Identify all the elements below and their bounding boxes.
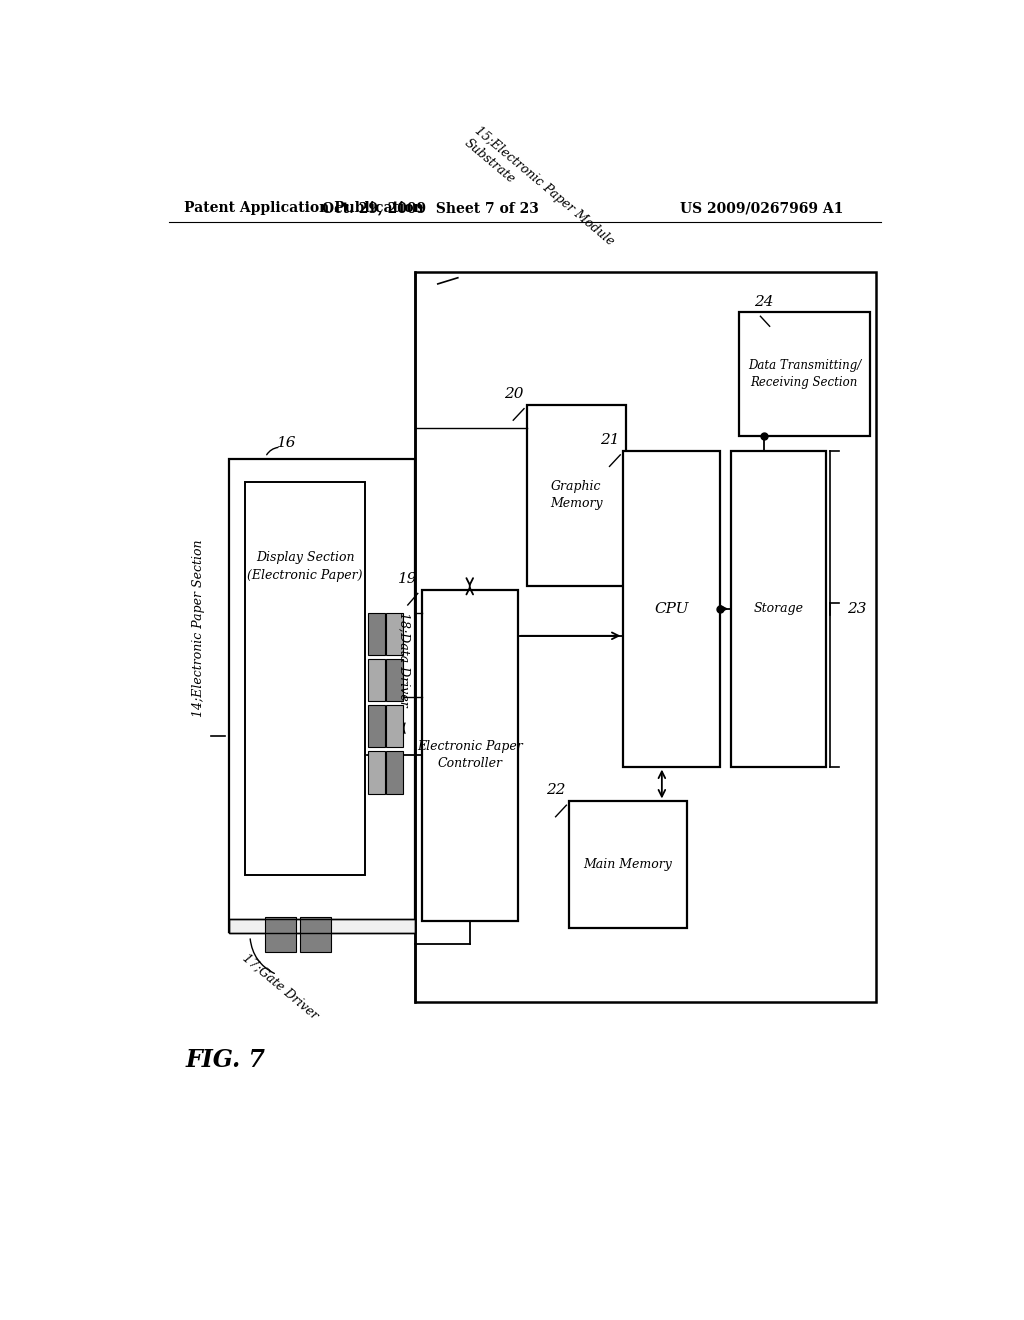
Bar (368, 751, 385, 793)
Text: Electronic Paper
Controller: Electronic Paper Controller (417, 741, 522, 770)
Bar (386, 705, 403, 747)
Bar (368, 612, 385, 655)
Bar (386, 751, 403, 793)
Bar (229, 919, 416, 933)
Text: FIG. 7: FIG. 7 (186, 1048, 266, 1072)
Bar (416, 272, 876, 1002)
Text: Data Transmitting/
Receiving Section: Data Transmitting/ Receiving Section (748, 359, 861, 389)
Bar (422, 590, 518, 921)
Text: 14;Electronic Paper Section: 14;Electronic Paper Section (191, 540, 205, 717)
Text: 20: 20 (504, 387, 523, 401)
Bar (386, 612, 403, 655)
Bar (624, 451, 720, 767)
Bar (368, 705, 385, 747)
Bar (229, 919, 416, 933)
Text: 21: 21 (600, 433, 620, 447)
Bar (527, 405, 626, 586)
Bar (245, 482, 366, 875)
Text: CPU: CPU (654, 602, 689, 616)
Text: 15;Electronic Paper Module
Substrate: 15;Electronic Paper Module Substrate (462, 124, 616, 260)
Bar (739, 313, 869, 436)
Bar (569, 801, 686, 928)
Bar (229, 459, 416, 932)
Bar (368, 659, 385, 701)
Text: Storage: Storage (754, 602, 804, 615)
Text: 16: 16 (276, 437, 296, 450)
Text: Display Section
(Electronic Paper): Display Section (Electronic Paper) (247, 552, 362, 582)
Text: Oct. 29, 2009  Sheet 7 of 23: Oct. 29, 2009 Sheet 7 of 23 (323, 202, 540, 215)
Text: 17;Gate Driver: 17;Gate Driver (241, 950, 322, 1022)
Text: Patent Application Publication: Patent Application Publication (184, 202, 424, 215)
Bar (300, 917, 331, 952)
Bar (731, 451, 826, 767)
Bar (265, 917, 296, 952)
Text: US 2009/0267969 A1: US 2009/0267969 A1 (680, 202, 844, 215)
Text: 19: 19 (398, 572, 418, 586)
Text: Graphic
Memory: Graphic Memory (550, 480, 603, 511)
Text: 22: 22 (546, 784, 565, 797)
Bar (386, 659, 403, 701)
Text: 24: 24 (755, 294, 774, 309)
Text: 23: 23 (847, 602, 866, 616)
Text: Main Memory: Main Memory (584, 858, 673, 871)
Text: 18;Data Driver: 18;Data Driver (397, 611, 411, 706)
